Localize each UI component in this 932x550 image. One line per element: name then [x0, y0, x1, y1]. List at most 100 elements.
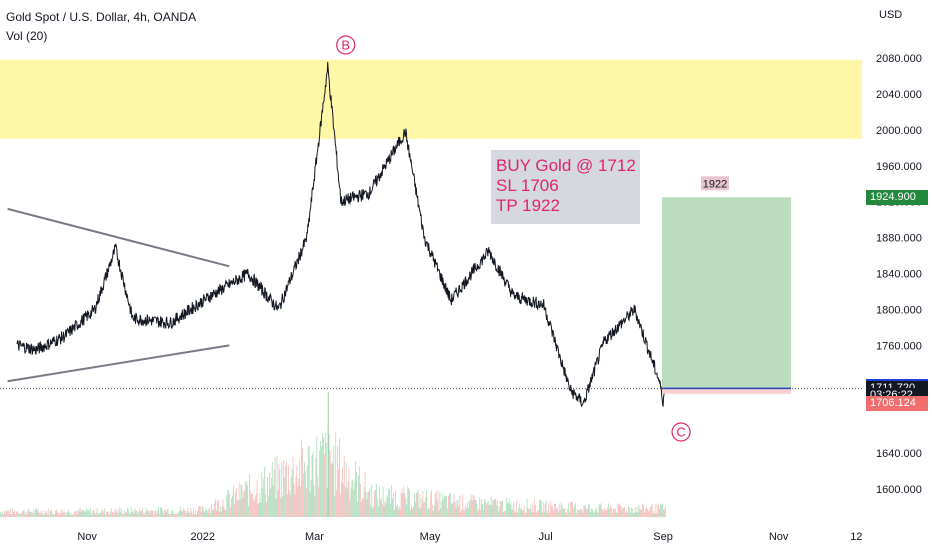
- volume-bar: [543, 512, 545, 517]
- volume-bar: [315, 457, 317, 517]
- volume-bar: [323, 454, 325, 517]
- volume-bar: [116, 512, 118, 517]
- trade-note-line: BUY Gold @ 1712: [496, 156, 636, 175]
- volume-bar: [92, 510, 94, 517]
- volume-bar: [136, 509, 138, 517]
- volume-bar: [426, 490, 428, 517]
- volume-bar: [119, 508, 121, 517]
- volume-bar: [592, 512, 594, 517]
- volume-bar: [271, 462, 273, 517]
- x-tick-label: Nov: [77, 531, 97, 543]
- volume-bar: [603, 510, 605, 517]
- volume-bar: [44, 514, 46, 517]
- volume-bar: [519, 504, 520, 517]
- volume-bar: [148, 510, 150, 517]
- volume-bar: [608, 503, 609, 517]
- volume-bar: [220, 511, 222, 517]
- volume-bar: [376, 484, 377, 517]
- volume-bar: [266, 502, 267, 517]
- volume-bar: [586, 509, 588, 517]
- volume-bar: [210, 513, 212, 517]
- volume-bar: [592, 509, 593, 517]
- volume-bar: [238, 482, 240, 517]
- volume-bar: [232, 495, 233, 517]
- volume-bar: [646, 507, 647, 517]
- volume-bar: [280, 497, 282, 517]
- volume-bar: [115, 510, 117, 517]
- volume-bar: [442, 493, 444, 517]
- volume-bar: [413, 493, 415, 517]
- volume-bar: [10, 508, 12, 517]
- volume-bar: [132, 510, 134, 517]
- volume-bar: [395, 490, 396, 517]
- volume-bar: [243, 491, 245, 517]
- volume-bar: [225, 510, 227, 517]
- symbol-title[interactable]: Gold Spot / U.S. Dollar, 4h, OANDA: [6, 10, 197, 24]
- volume-bar: [484, 499, 485, 517]
- volume-bar: [277, 490, 279, 517]
- volume-bar: [194, 514, 195, 517]
- volume-bar: [98, 513, 100, 517]
- volume-bar: [99, 513, 101, 517]
- volume-bar: [265, 494, 267, 517]
- volume-bar: [463, 509, 465, 517]
- volume-bar: [520, 508, 522, 517]
- volume-bar: [226, 495, 228, 517]
- volume-bar: [186, 510, 188, 517]
- volume-bar: [5, 510, 7, 517]
- volume-bar: [578, 510, 580, 517]
- volume-bar: [407, 486, 409, 517]
- volume-bar: [154, 510, 156, 517]
- wave-label-circle: [336, 35, 356, 55]
- volume-bar: [652, 513, 654, 517]
- volume-bar: [609, 508, 610, 517]
- volume-bar: [134, 508, 136, 517]
- volume-bar: [354, 481, 356, 517]
- volume-bar: [470, 494, 472, 517]
- volume-bar: [214, 503, 215, 517]
- volume-bar: [168, 514, 170, 517]
- volume-bar: [465, 506, 466, 517]
- volume-bar: [138, 511, 140, 517]
- volume-spike-bar: [327, 392, 329, 517]
- volume-bar: [231, 497, 232, 517]
- volume-bar: [417, 489, 419, 517]
- volume-bar: [322, 433, 323, 517]
- volume-bar: [528, 509, 530, 517]
- volume-bar: [499, 507, 501, 517]
- volume-bar: [573, 508, 574, 517]
- volume-bar: [469, 499, 471, 517]
- volume-bar: [25, 511, 27, 517]
- volume-bar: [27, 510, 29, 517]
- volume-bar: [254, 496, 256, 517]
- volume-bar: [418, 508, 420, 517]
- volume-bar: [285, 465, 286, 517]
- volume-bar: [76, 514, 78, 517]
- currency-label[interactable]: USD: [879, 9, 903, 21]
- volume-bar: [218, 511, 220, 517]
- volume-bar: [19, 514, 21, 517]
- volume-bar: [664, 509, 665, 517]
- volume-bar: [473, 495, 475, 517]
- volume-bar: [3, 510, 5, 517]
- volume-bar: [508, 498, 510, 517]
- volume-bar: [352, 479, 354, 517]
- volume-bar: [260, 502, 262, 517]
- volume-bar: [109, 511, 111, 517]
- volume-bar: [195, 510, 196, 517]
- volume-bar: [594, 509, 596, 517]
- volume-bar: [215, 499, 216, 517]
- volume-bar: [610, 505, 611, 517]
- volume-bar: [215, 510, 217, 517]
- volume-bar: [419, 493, 421, 517]
- volume-bar: [351, 480, 353, 517]
- volume-bar: [522, 510, 524, 517]
- volume-bar: [287, 494, 288, 517]
- volume-indicator-label[interactable]: Vol (20): [6, 29, 48, 43]
- volume-bar: [336, 489, 338, 517]
- volume-bar: [346, 488, 348, 517]
- volume-bar: [156, 513, 158, 517]
- volume-bar: [51, 510, 52, 517]
- volume-bar: [614, 508, 616, 517]
